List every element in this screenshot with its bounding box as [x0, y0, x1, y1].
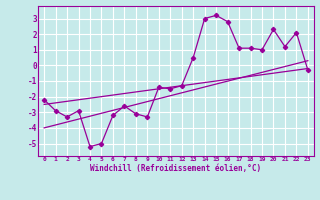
- X-axis label: Windchill (Refroidissement éolien,°C): Windchill (Refroidissement éolien,°C): [91, 164, 261, 173]
